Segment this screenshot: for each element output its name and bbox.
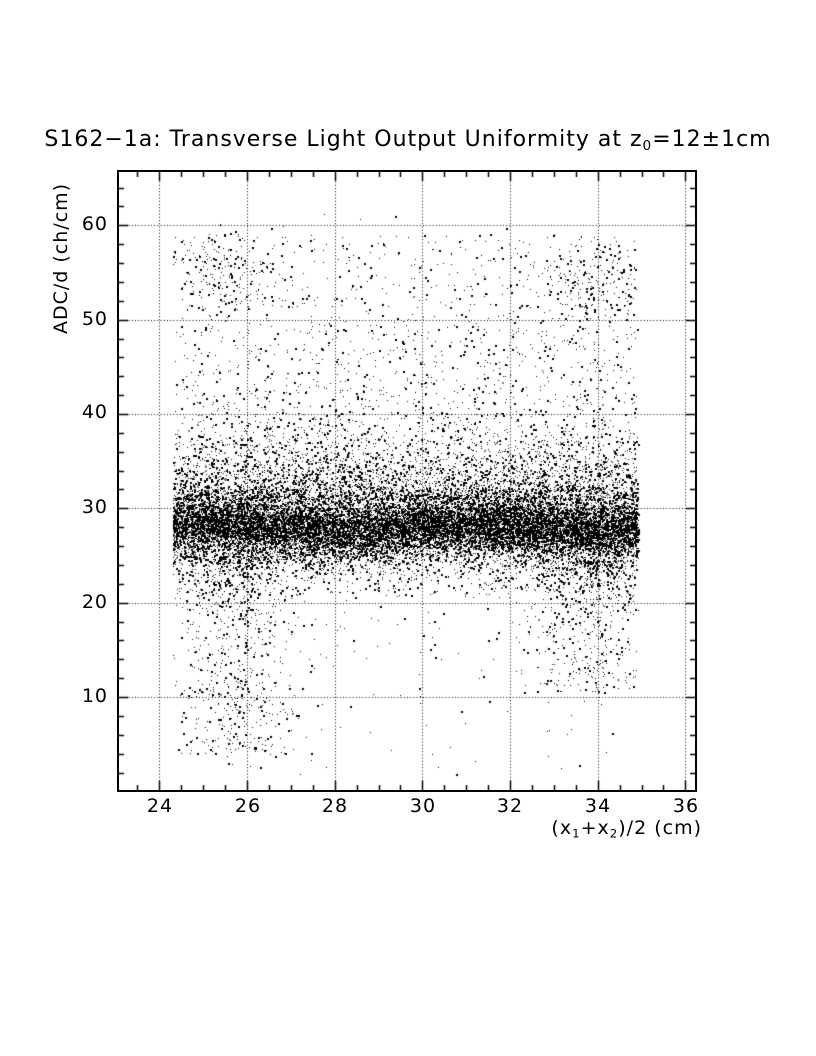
chart-title-subscript: 0 <box>642 137 653 154</box>
y-tick-label-30: 30 <box>81 496 108 518</box>
y-tick-label-50: 50 <box>81 308 108 330</box>
chart-title: S162−1a: Transverse Light Output Uniform… <box>0 127 816 154</box>
x-axis-label-sub2: 2 <box>609 826 619 841</box>
x-tick-label-30: 30 <box>409 795 437 817</box>
y-tick-label-10: 10 <box>81 685 108 707</box>
x-axis-label-part: )/2 (cm) <box>618 817 702 839</box>
x-axis-label: (x1+x2)/2 (cm) <box>551 817 702 840</box>
chart-title-suffix: =12±1cm <box>652 127 772 152</box>
x-tick-label-26: 26 <box>234 795 262 817</box>
chart-title-text: S162−1a: Transverse Light Output Uniform… <box>44 127 643 152</box>
y-tick-label-40: 40 <box>81 401 108 423</box>
x-tick-label-32: 32 <box>496 795 524 817</box>
y-tick-label-20: 20 <box>81 591 108 613</box>
plot-area <box>117 170 697 792</box>
x-axis-label-part: (x <box>551 817 573 839</box>
x-axis-label-sub1: 1 <box>572 826 581 841</box>
x-tick-label-34: 34 <box>584 795 612 817</box>
x-tick-label-36: 36 <box>672 795 700 817</box>
scatter-plot-canvas <box>119 172 695 790</box>
y-tick-label-60: 60 <box>81 213 108 235</box>
x-tick-label-24: 24 <box>146 795 174 817</box>
x-axis-label-part: +x <box>580 817 610 839</box>
x-tick-label-28: 28 <box>321 795 349 817</box>
